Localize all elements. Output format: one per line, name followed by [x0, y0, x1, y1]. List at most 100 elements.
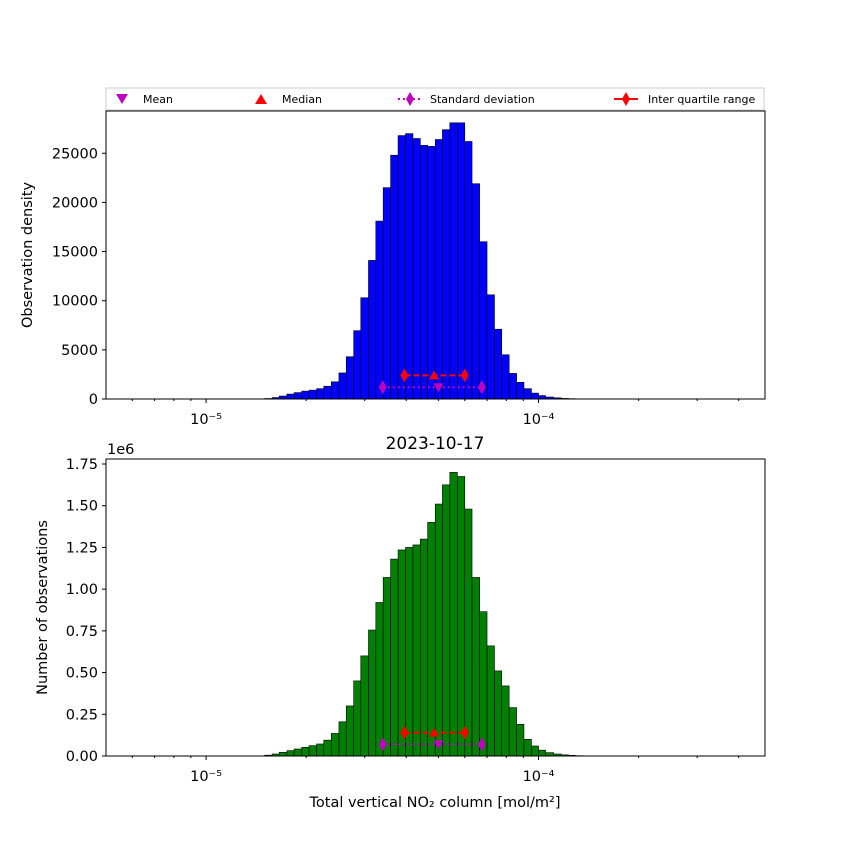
- count-bars: [264, 472, 599, 757]
- mean-marker: [433, 740, 444, 750]
- histogram-bar: [479, 241, 488, 400]
- histogram-bar: [442, 129, 451, 400]
- histogram-bar: [449, 472, 458, 757]
- histogram-bar: [412, 544, 421, 757]
- count-plot-frame: [105, 458, 766, 757]
- density-plot-frame: [105, 110, 766, 400]
- iqr-bound-marker: [460, 725, 469, 740]
- histogram-bar: [368, 629, 377, 757]
- histogram-bar: [405, 133, 414, 400]
- histogram-bar: [278, 752, 288, 757]
- histogram-bar: [442, 484, 451, 757]
- histogram-bar: [427, 146, 436, 400]
- mean-marker: [433, 383, 444, 393]
- histogram-bar: [412, 138, 421, 400]
- histogram-bar: [382, 577, 391, 757]
- y-tick-label: 15000: [52, 245, 98, 261]
- histogram-bar: [382, 187, 391, 400]
- iqr-bound-marker: [400, 725, 409, 740]
- histogram-bar: [523, 739, 532, 757]
- histogram-bar: [308, 389, 317, 400]
- histogram-bar: [360, 297, 369, 400]
- histogram-bar: [301, 747, 310, 757]
- histogram-bar: [457, 476, 466, 757]
- std-bound-marker: [477, 737, 486, 752]
- histogram-bar: [345, 705, 354, 757]
- y-tick-label: 5000: [61, 343, 98, 359]
- count-x-axis: 10⁻⁵ 10⁻⁴: [131, 756, 740, 785]
- histogram-bar: [323, 385, 332, 400]
- histogram-bar: [471, 183, 480, 400]
- y-tick-label: 0.00: [66, 749, 98, 765]
- count-chart: 2023-10-17 1e6 0.00 0.25 0.50 0.75 1.00 1.25 1…: [35, 434, 766, 811]
- histogram-bar: [286, 393, 295, 400]
- histogram-bar: [323, 739, 332, 757]
- histogram-bar: [531, 392, 539, 400]
- histogram-bar: [538, 749, 546, 757]
- y-tick-label: 0.75: [66, 624, 98, 640]
- std-bound-marker: [477, 380, 486, 395]
- histogram-bar: [427, 522, 436, 757]
- histogram-bar: [390, 154, 399, 400]
- count-x-label: Total vertical NO₂ column [mol/m²]: [309, 795, 561, 811]
- histogram-bar: [338, 721, 347, 757]
- y-tick-label: 0.50: [66, 666, 98, 682]
- y-tick-label: 1.25: [66, 540, 98, 556]
- histogram-bar: [501, 354, 510, 400]
- legend-entry-mean: Mean: [116, 93, 173, 106]
- mean-marker-icon: [116, 94, 128, 104]
- count-y-offset-text: 1e6: [107, 442, 134, 458]
- x-tick-label: 10⁻⁴: [523, 412, 555, 428]
- histogram-bar: [508, 707, 517, 757]
- count-y-axis: 0.00 0.25 0.50 0.75 1.00 1.25 1.50 1.75: [66, 457, 106, 765]
- histogram-bar: [523, 388, 532, 400]
- histogram-bar: [501, 685, 510, 757]
- histogram-bar: [449, 122, 458, 400]
- y-tick-label: 0.25: [66, 707, 98, 723]
- legend-entry-std: Standard deviation: [398, 92, 535, 106]
- histogram-bar: [434, 139, 443, 400]
- histogram-bar: [516, 723, 525, 757]
- legend-label-median: Median: [282, 93, 322, 106]
- histogram-bar: [375, 602, 384, 757]
- histogram-bar: [486, 294, 495, 400]
- histogram-bar: [516, 381, 525, 400]
- histogram-bar: [316, 388, 325, 400]
- legend: Mean Median Standard deviation Inter qua…: [105, 87, 765, 111]
- density-stat-markers: [378, 368, 486, 395]
- histogram-bar: [508, 373, 517, 400]
- std-bound-marker: [378, 380, 387, 395]
- histogram-bar: [390, 558, 399, 757]
- density-x-axis: 10⁻⁵ 10⁻⁴: [131, 399, 740, 428]
- histogram-bar: [308, 745, 317, 757]
- histogram-bar: [293, 392, 303, 400]
- iqr-diamond-icon: [622, 92, 630, 106]
- histogram-bar: [353, 330, 362, 400]
- histogram-bar: [494, 328, 503, 400]
- count-chart-title: 2023-10-17: [386, 434, 485, 454]
- histogram-bar: [397, 549, 406, 757]
- y-tick-label: 1.00: [66, 582, 98, 598]
- density-y-axis: 0 5000 10000 15000 20000 25000: [52, 146, 106, 408]
- y-tick-label: 1.75: [66, 457, 98, 473]
- count-y-label: Number of observations: [35, 520, 51, 695]
- histogram-bar: [471, 577, 480, 757]
- histogram-bar: [420, 145, 428, 400]
- histogram-bar: [464, 508, 473, 757]
- histogram-bar: [368, 260, 377, 400]
- x-tick-label: 10⁻⁵: [190, 412, 222, 428]
- std-bound-marker: [378, 737, 387, 752]
- legend-label-std: Standard deviation: [430, 93, 535, 106]
- histogram-bar: [486, 645, 495, 757]
- density-y-label: Observation density: [20, 182, 36, 328]
- histogram-bar: [464, 141, 473, 400]
- histogram-bar: [545, 752, 554, 757]
- histogram-bar: [434, 503, 443, 757]
- histogram-bar: [293, 748, 303, 757]
- histogram-bar: [538, 395, 546, 400]
- density-bars: [264, 122, 599, 400]
- iqr-bound-marker: [400, 368, 409, 383]
- median-marker: [429, 370, 440, 380]
- iqr-bound-marker: [460, 368, 469, 383]
